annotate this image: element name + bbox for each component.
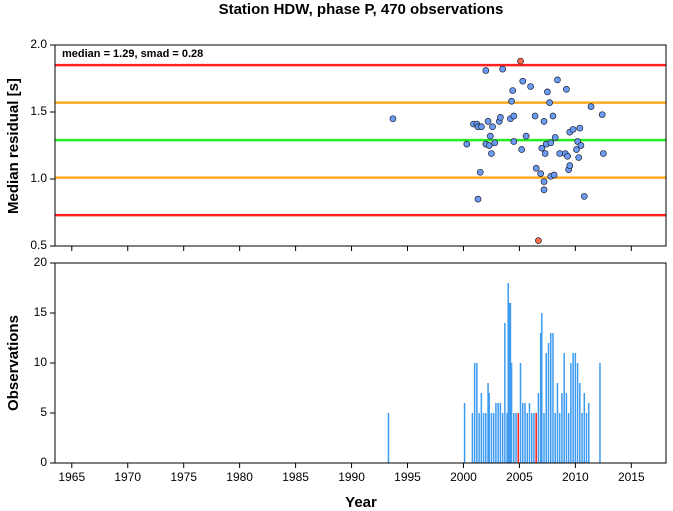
point [478,123,485,131]
plot-frame [54,44,667,247]
point [537,170,545,177]
point [510,112,518,120]
point [510,138,518,145]
point [463,140,471,148]
point [508,97,515,105]
point [518,146,525,153]
y-tick-label: 0.5 [30,238,47,252]
y-tick-label: 15 [34,305,48,319]
point [484,118,492,125]
plot-frame [54,262,667,464]
point [580,193,588,200]
point [569,126,577,133]
point [563,85,570,93]
point [540,118,548,125]
point [476,168,484,176]
x-tick-label: 2000 [450,470,477,484]
point [486,132,494,140]
point [577,142,585,149]
point [541,150,549,157]
point [540,186,548,194]
point [522,132,530,140]
y-axis-label: Median residual [s] [5,78,22,214]
x-tick-label: 1975 [170,470,197,484]
annotation: median = 1.29, smad = 0.28 [62,48,203,60]
point [532,164,540,172]
x-tick-label: 1995 [394,470,421,484]
point [551,134,559,141]
y-tick-label: 2.0 [30,37,47,51]
point [576,124,584,132]
point [489,123,496,131]
x-tick-label: 1985 [282,470,309,484]
y-tick-label: 20 [34,255,48,269]
point [599,150,607,157]
y-tick-label: 1.5 [30,104,47,118]
chart-title: Station HDW, phase P, 470 observations [219,1,504,18]
point [549,112,557,120]
point [509,87,517,94]
y-tick-label: 1.0 [30,171,47,185]
y-axis-label: Observations [5,315,22,411]
point [573,146,580,153]
point [517,57,524,65]
point [499,65,506,73]
point [550,171,558,179]
y-tick-label: 10 [34,355,48,369]
point [587,103,595,110]
point [556,150,564,157]
point [531,112,539,120]
point [566,162,574,169]
point [485,142,493,149]
x-axis-label: Year [345,494,377,511]
point [482,67,490,74]
point [389,115,397,123]
point [547,139,555,147]
x-tick-label: 1970 [114,470,141,484]
point [527,83,534,90]
point [497,114,504,121]
point [474,195,482,203]
point [519,77,527,85]
point [554,76,561,84]
x-tick-label: 1990 [338,470,365,484]
point [575,154,583,161]
x-tick-label: 1980 [226,470,253,484]
y-tick-label: 0 [40,455,47,469]
point [540,178,548,186]
x-tick-label: 2010 [562,470,589,484]
point [544,88,551,96]
point [491,139,499,147]
x-tick-label: 1965 [58,470,85,484]
point [564,152,571,160]
point [546,99,553,106]
x-tick-label: 2005 [506,470,533,484]
y-tick-label: 5 [40,405,47,419]
point [488,150,495,157]
point [535,237,542,244]
point [538,144,546,152]
x-tick-label: 2015 [618,470,645,484]
point [598,111,606,119]
